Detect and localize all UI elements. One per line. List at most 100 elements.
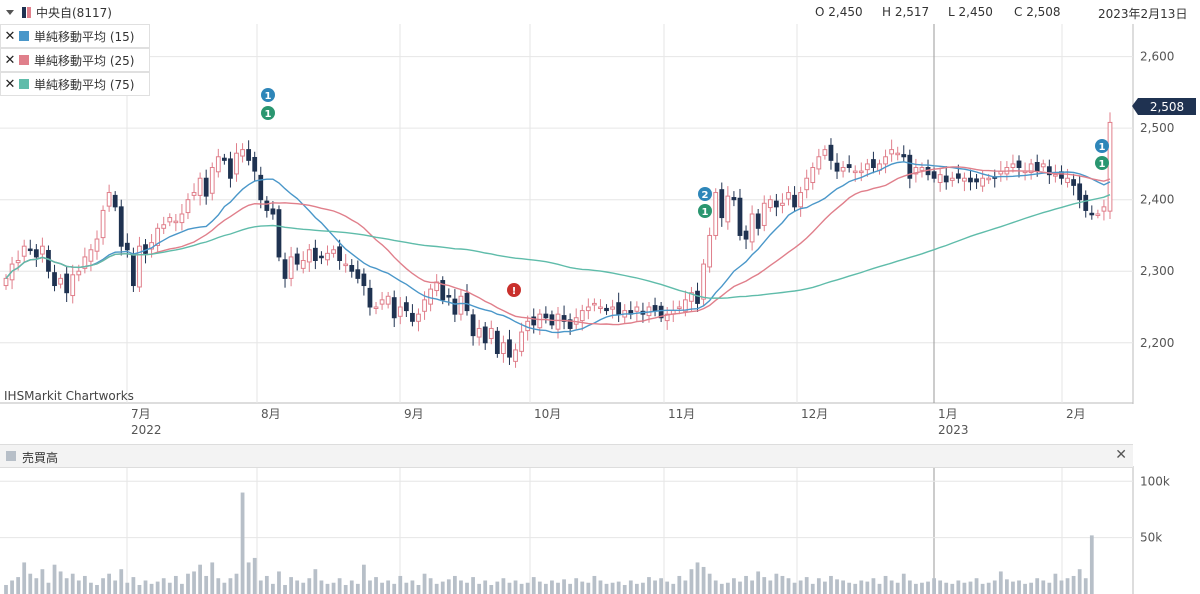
candle-body <box>397 306 403 317</box>
candle-body <box>1065 177 1070 184</box>
candle-body <box>828 144 834 161</box>
volume-bar <box>313 569 318 594</box>
candle-body <box>270 208 276 215</box>
last-price-tag: 2,508 <box>1132 98 1196 115</box>
signal-marker[interactable] <box>698 187 712 201</box>
legend-sma-15[interactable]: ✕ 単純移動平均 (15) <box>0 24 150 48</box>
close-icon[interactable]: ✕ <box>4 52 16 68</box>
ohlc-close: C 2,508 <box>1014 5 1061 19</box>
candle-body <box>294 253 300 265</box>
signal-marker[interactable] <box>1095 156 1109 170</box>
volume-bar <box>119 569 124 594</box>
volume-bar <box>477 583 482 594</box>
volume-bar <box>683 580 688 594</box>
volume-bar <box>343 584 348 594</box>
candle-body <box>786 192 791 200</box>
legend-label: 単純移動平均 (25) <box>34 53 135 68</box>
candle-body <box>343 263 349 267</box>
candle-body <box>185 199 191 214</box>
candle-body <box>1089 212 1095 216</box>
candle-body <box>719 189 725 219</box>
volume-bar <box>1065 578 1070 594</box>
volume-bar <box>968 581 973 594</box>
candle-body <box>513 349 518 362</box>
volume-bar <box>914 583 918 594</box>
candle-body <box>94 238 100 252</box>
candle-body <box>980 177 985 187</box>
volume-bar <box>459 580 463 594</box>
candle-body <box>519 331 524 352</box>
volume-bar <box>877 583 882 594</box>
volume-bar <box>998 571 1003 594</box>
volume-bar <box>647 577 651 594</box>
candle-body <box>834 162 840 172</box>
candle-body <box>440 280 446 301</box>
candle-body <box>725 195 731 223</box>
candle-body <box>331 249 336 254</box>
volume-bar <box>16 577 21 594</box>
candle-body <box>40 245 45 255</box>
volume-bar <box>228 578 233 594</box>
symbol-selector[interactable]: 中央自(8117) <box>6 4 112 21</box>
signal-marker[interactable] <box>698 204 712 218</box>
signal-marker[interactable] <box>261 88 275 102</box>
volume-bar <box>616 581 621 594</box>
candle-body <box>949 177 955 181</box>
close-icon[interactable]: ✕ <box>4 76 16 92</box>
candle-body <box>209 167 215 194</box>
legend-sma-75[interactable]: ✕ 単純移動平均 (75) <box>0 72 150 96</box>
signal-marker-label: ! <box>512 286 517 297</box>
candle-body <box>1046 166 1052 176</box>
candle-body <box>895 152 901 156</box>
candle-body <box>604 307 609 312</box>
volume-bar <box>756 571 761 594</box>
candle-body <box>246 149 252 161</box>
volume-bar <box>58 571 63 594</box>
volume-bar <box>368 580 372 594</box>
candle-body <box>325 252 330 261</box>
volume-bar <box>598 580 603 594</box>
chevron-down-icon[interactable] <box>6 10 14 15</box>
candle-body <box>798 192 804 208</box>
close-icon[interactable]: ✕ <box>1115 447 1127 463</box>
candle-body <box>3 277 9 287</box>
volume-bar <box>810 583 815 594</box>
volume-bar <box>446 579 451 594</box>
signal-marker[interactable] <box>507 283 521 297</box>
volume-bar <box>410 580 415 594</box>
candle-body <box>476 327 482 338</box>
candle-body <box>943 175 949 183</box>
candle-body <box>464 292 470 312</box>
volume-bar <box>738 581 742 594</box>
candle-body <box>561 315 567 322</box>
volume-bar <box>204 575 209 594</box>
signal-marker[interactable] <box>261 106 275 120</box>
signal-marker[interactable] <box>1095 139 1109 153</box>
signal-marker-label: 1 <box>702 207 709 218</box>
volume-bar <box>161 578 166 594</box>
x-tick-label: 2月 <box>1066 407 1086 421</box>
volume-bar <box>920 582 924 594</box>
candle-body <box>306 249 312 263</box>
volume-bar <box>131 577 136 594</box>
candle-body <box>810 167 816 184</box>
signal-marker-label: 1 <box>1099 159 1106 170</box>
candle-body <box>367 287 373 308</box>
volume-bar <box>180 583 184 594</box>
volume-bar <box>768 580 773 594</box>
candle-body <box>773 200 779 208</box>
candle-body <box>452 298 458 315</box>
candle-body <box>731 197 737 201</box>
candle-body <box>871 159 876 168</box>
candle-body <box>240 149 245 157</box>
volume-bar <box>4 584 8 594</box>
close-icon[interactable]: ✕ <box>4 28 16 44</box>
volume-bar <box>580 581 585 594</box>
volume-bar <box>465 582 469 594</box>
volume-bar <box>40 569 45 594</box>
legend-sma-25[interactable]: ✕ 単純移動平均 (25) <box>0 48 150 72</box>
candle-body <box>858 170 864 174</box>
candle-body <box>258 174 264 201</box>
x-tick-label: 1月 <box>938 407 958 421</box>
volume-bar <box>677 575 682 594</box>
